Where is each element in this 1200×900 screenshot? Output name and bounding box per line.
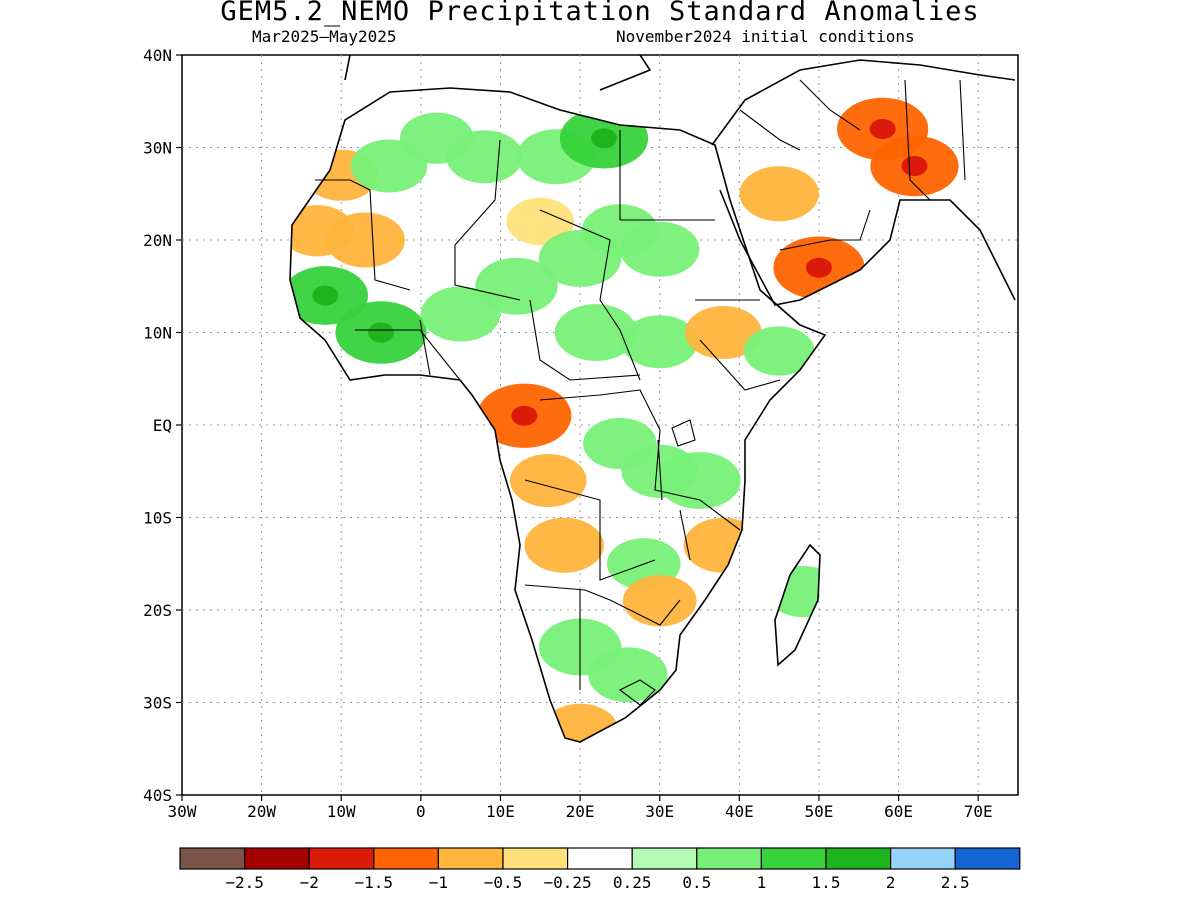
forecast-period: Mar2025—May2025	[252, 27, 397, 46]
colorbar: −2.5 −2 −1.5 −1 −0.5 −0.25 0.25 0.5 1 1.5 2 2.5	[179, 847, 1021, 892]
colorbar-label: 2.5	[941, 873, 970, 892]
lon-tick-label: 0	[416, 802, 426, 821]
colorbar-label: −2	[300, 873, 319, 892]
lon-tick-label: 70E	[964, 802, 993, 821]
lat-tick-label: 30N	[143, 139, 172, 158]
anomaly-patch	[739, 166, 819, 222]
lat-tick-label: 20N	[143, 231, 172, 250]
colorbar-swatch	[825, 847, 892, 870]
colorbar-swatch	[179, 847, 246, 870]
colorbar-label: 2	[886, 873, 896, 892]
lat-tick-label: EQ	[153, 416, 172, 435]
colorbar-label: −0.25	[544, 873, 592, 892]
anomaly-patch	[658, 452, 741, 509]
colorbar-label: 0.25	[613, 873, 652, 892]
colorbar-swatch	[373, 847, 439, 870]
colorbar-swatch	[889, 847, 956, 870]
anomaly-patch	[622, 575, 697, 627]
map-title: GEM5.2_NEMO Precipitation Standard Anoma…	[220, 0, 980, 27]
colorbar-swatch	[566, 847, 633, 870]
lat-tick-label: 40N	[143, 46, 172, 65]
colorbar-swatch	[631, 847, 698, 870]
colorbar-swatch	[696, 847, 762, 870]
colorbar-swatch	[244, 847, 310, 870]
lakes	[657, 419, 696, 561]
anomaly-patch	[446, 130, 523, 184]
colorbar-swatch	[502, 847, 569, 870]
lat-tick-label: 10N	[143, 324, 172, 343]
lat-tick-label: 30S	[143, 694, 172, 713]
anomaly-core	[869, 119, 896, 139]
lat-tick-label: 10S	[143, 509, 172, 528]
anomaly-patch	[619, 221, 700, 277]
map-axes: 30W 20W 10W 0 10E 20E 30E 40E 50E 60E 70E 40N 30N 20N…	[143, 46, 993, 821]
lon-tick-label: 30W	[168, 802, 197, 821]
anomaly-core	[368, 322, 395, 343]
colorbar-label: 1	[757, 873, 767, 892]
colorbar-swatch	[308, 847, 375, 870]
anomaly-patch	[554, 304, 638, 361]
colorbar-swatch	[954, 847, 1021, 870]
anomaly-core	[901, 156, 928, 176]
lon-tick-label: 10W	[327, 802, 356, 821]
colorbar-swatch	[437, 847, 504, 870]
anomaly-patch	[475, 257, 558, 315]
anomaly-field	[290, 97, 959, 742]
anomaly-patch	[541, 703, 619, 742]
anomaly-patch	[524, 517, 604, 573]
anomaly-patch	[420, 286, 501, 342]
colorbar-label: −0.5	[484, 873, 523, 892]
anomaly-core	[590, 128, 617, 149]
colorbar-label: −1.5	[355, 873, 394, 892]
anomaly-core	[511, 405, 538, 426]
anomaly-patch	[743, 326, 815, 376]
lon-tick-label: 20W	[247, 802, 276, 821]
anomaly-core	[805, 257, 832, 278]
anomaly-patch	[325, 212, 405, 268]
initial-conditions: November2024 initial conditions	[616, 27, 915, 46]
anomaly-core	[312, 285, 339, 306]
lon-tick-label: 60E	[884, 802, 913, 821]
anomaly-patch	[538, 230, 622, 287]
colorbar-label: −1	[429, 873, 448, 892]
lon-tick-label: 10E	[486, 802, 515, 821]
country-borders	[315, 79, 966, 706]
colorbar-swatch	[760, 847, 827, 870]
lon-tick-label: 20E	[566, 802, 595, 821]
colorbar-label: −2.5	[225, 873, 264, 892]
anomaly-patch	[685, 305, 762, 360]
lat-tick-label: 20S	[143, 601, 172, 620]
anomaly-patch	[621, 315, 698, 369]
colorbar-label: 1.5	[812, 873, 841, 892]
lon-tick-label: 40E	[725, 802, 754, 821]
anomaly-patch	[588, 647, 668, 703]
lon-tick-label: 30E	[645, 802, 674, 821]
colorbar-label: 0.5	[682, 873, 711, 892]
anomaly-patch	[506, 197, 575, 246]
lat-tick-label: 40S	[143, 786, 172, 805]
anomaly-patch	[509, 453, 587, 508]
lon-tick-label: 50E	[804, 802, 833, 821]
